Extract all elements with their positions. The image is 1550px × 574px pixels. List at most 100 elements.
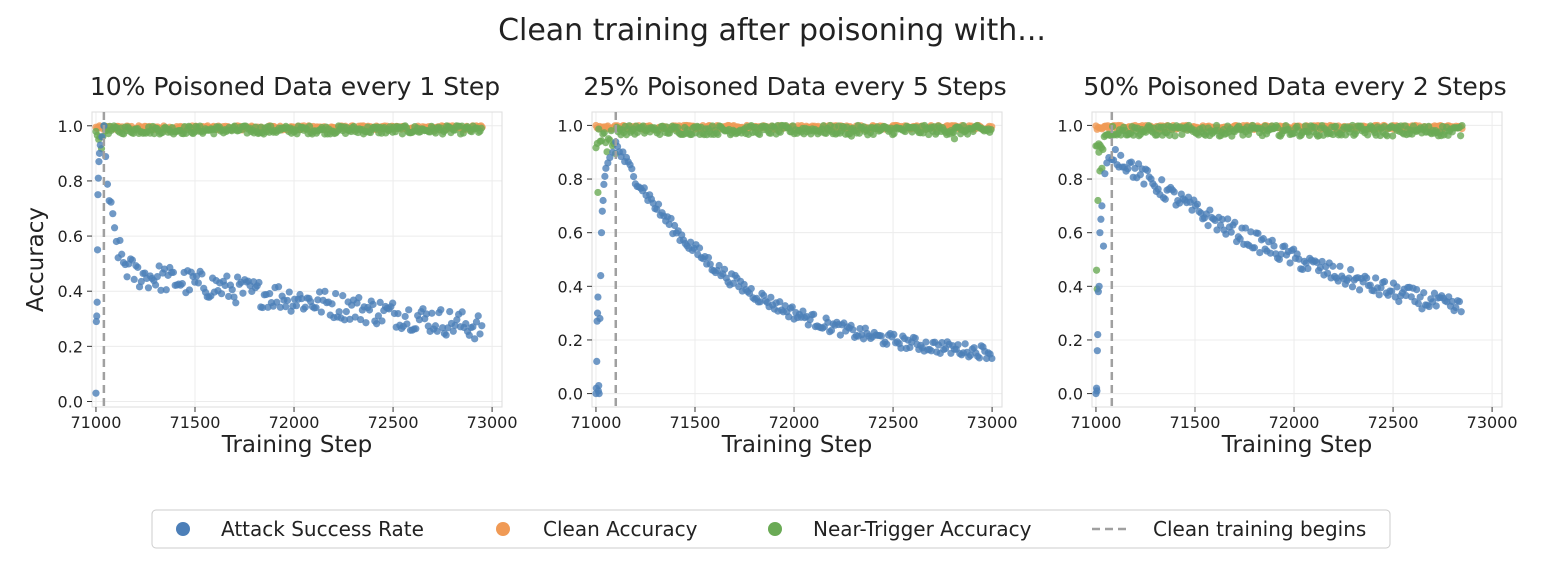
point-attack xyxy=(1218,215,1226,223)
point-attack xyxy=(442,331,450,339)
point-attack xyxy=(883,340,891,348)
point-attack xyxy=(897,344,905,352)
y-tick-label: 1.0 xyxy=(1058,116,1083,135)
point-attack xyxy=(403,320,411,328)
point-attack xyxy=(1457,308,1465,316)
plot-frame xyxy=(1091,111,1503,408)
point-attack xyxy=(438,324,447,332)
x-tick-label: 73000 xyxy=(967,413,1018,432)
point-attack xyxy=(1268,236,1276,244)
point-near xyxy=(1458,121,1466,130)
point-attack xyxy=(266,290,274,298)
point-attack xyxy=(221,281,229,290)
point-attack xyxy=(654,200,663,208)
legend-marker-attack xyxy=(176,522,190,536)
point-attack xyxy=(1224,215,1232,223)
point-attack xyxy=(1329,262,1337,270)
point-near xyxy=(950,135,959,143)
x-tick-label: 72500 xyxy=(368,413,419,432)
y-tick-label: 0.6 xyxy=(58,227,83,246)
x-axis-label: Training Step xyxy=(721,432,872,458)
point-attack xyxy=(1096,229,1104,237)
point-attack xyxy=(1355,286,1364,294)
point-attack xyxy=(1099,242,1108,250)
panel-title: 10% Poisoned Data every 1 Step xyxy=(90,72,500,101)
point-attack xyxy=(593,309,602,317)
point-attack xyxy=(975,354,984,362)
point-attack xyxy=(593,357,601,366)
point-attack xyxy=(596,314,604,323)
point-near xyxy=(1332,122,1340,130)
point-near xyxy=(305,122,314,130)
panel-title: 25% Poisoned Data every 5 Steps xyxy=(583,72,1006,101)
point-near xyxy=(1389,132,1397,140)
point-attack xyxy=(342,308,350,316)
legend-label-near: Near-Trigger Accuracy xyxy=(813,517,1032,541)
panel-1: 10% Poisoned Data every 1 Step 0.0 0.2 0.4 0… xyxy=(23,72,518,458)
point-attack xyxy=(1204,222,1212,230)
y-tick-label: 1.0 xyxy=(558,116,583,135)
panel-title: 50% Poisoned Data every 2 Steps xyxy=(1083,72,1506,101)
point-attack xyxy=(232,299,240,307)
point-attack xyxy=(93,246,102,254)
point-attack xyxy=(1313,258,1321,266)
point-attack xyxy=(103,180,112,188)
legend-label-clean: Clean Accuracy xyxy=(543,517,698,541)
point-attack xyxy=(351,313,359,321)
point-attack xyxy=(130,275,138,283)
x-tick-label: 71500 xyxy=(170,413,221,432)
x-tick-label: 72500 xyxy=(868,413,919,432)
point-attack xyxy=(1277,250,1285,258)
point-attack xyxy=(849,326,857,334)
point-attack xyxy=(110,224,119,232)
x-tick-label: 71000 xyxy=(71,413,122,432)
point-attack xyxy=(597,229,606,237)
point-attack xyxy=(276,303,284,311)
point-attack xyxy=(474,312,482,320)
point-near xyxy=(1383,132,1391,140)
x-axis-label: Training Step xyxy=(1221,432,1372,458)
point-attack xyxy=(118,250,126,258)
point-attack xyxy=(315,288,324,296)
point-attack xyxy=(628,165,636,173)
point-attack xyxy=(1193,200,1201,208)
point-attack xyxy=(906,343,914,352)
point-attack xyxy=(178,280,186,288)
point-attack xyxy=(328,300,336,308)
point-attack xyxy=(198,270,206,278)
point-attack xyxy=(1161,195,1169,203)
point-attack xyxy=(927,347,935,355)
y-tick-label: 0.6 xyxy=(1058,224,1083,243)
point-attack xyxy=(373,320,381,328)
point-attack xyxy=(1236,235,1244,243)
point-near xyxy=(196,122,204,130)
x-tick-label: 72500 xyxy=(1368,413,1419,432)
point-attack xyxy=(239,289,247,297)
point-attack xyxy=(1124,165,1132,173)
point-attack xyxy=(1247,228,1255,236)
y-tick-label: 0.2 xyxy=(558,331,583,350)
point-attack xyxy=(134,263,142,271)
y-tick-label: 0.4 xyxy=(558,277,583,296)
point-attack xyxy=(123,273,131,281)
point-attack xyxy=(95,158,103,166)
point-attack xyxy=(1093,387,1101,395)
point-near xyxy=(1094,196,1102,205)
point-attack xyxy=(704,253,713,262)
point-attack xyxy=(93,298,101,306)
point-attack xyxy=(1101,170,1109,178)
point-attack xyxy=(810,310,818,318)
point-attack xyxy=(890,330,898,339)
point-attack xyxy=(169,268,178,276)
point-attack xyxy=(151,281,160,289)
point-attack xyxy=(1318,257,1326,266)
point-attack xyxy=(600,180,608,189)
point-attack xyxy=(465,331,473,339)
point-attack xyxy=(1298,265,1307,274)
point-attack xyxy=(1127,158,1136,166)
y-tick-label: 1.0 xyxy=(58,117,83,136)
point-attack xyxy=(472,318,481,326)
point-attack xyxy=(1348,283,1357,291)
point-attack xyxy=(419,305,427,313)
point-attack xyxy=(715,261,723,270)
